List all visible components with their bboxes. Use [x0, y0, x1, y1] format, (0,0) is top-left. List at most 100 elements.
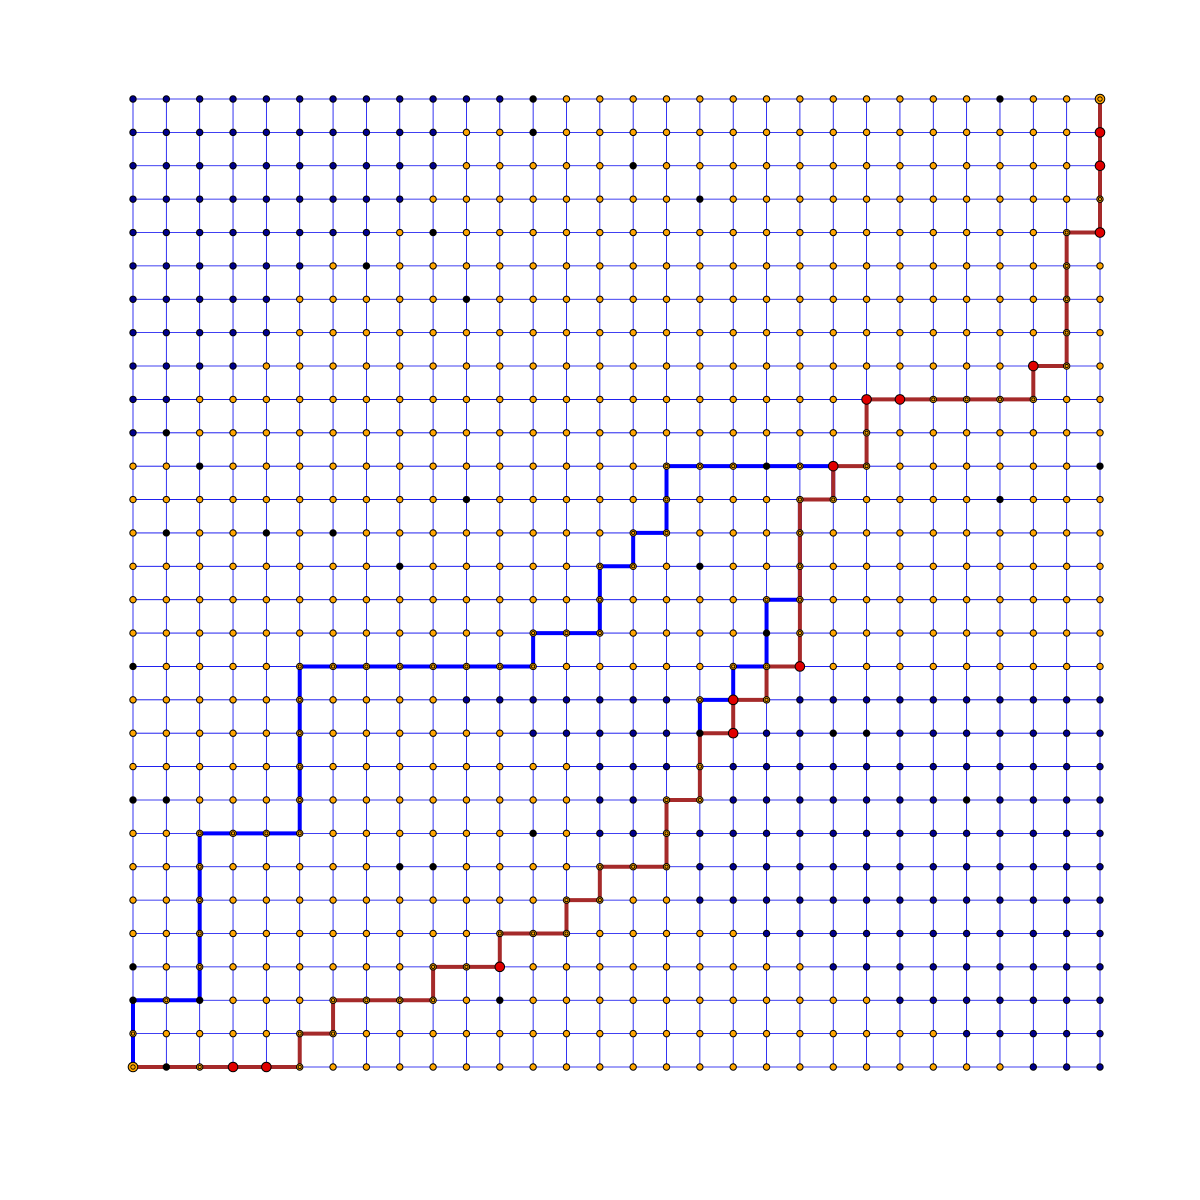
orange-node [162, 929, 171, 938]
blue-node [262, 228, 271, 237]
orange-node [862, 162, 871, 170]
blue-node [129, 328, 137, 337]
orange-node [396, 963, 404, 971]
orange-node [362, 896, 371, 904]
node-inner-ring [130, 1064, 136, 1070]
blue-node [762, 796, 771, 804]
orange-node [496, 829, 504, 838]
blue-node [996, 1029, 1004, 1038]
orange-node [562, 963, 571, 971]
orange-node [762, 295, 771, 303]
black-node [362, 262, 371, 270]
blue-node [896, 829, 904, 838]
orange-node [496, 762, 504, 771]
orange-node [162, 595, 171, 604]
orange-node [762, 529, 771, 537]
orange-node [729, 1029, 737, 1038]
orange-node [162, 696, 171, 704]
orange-node [195, 863, 204, 871]
orange-node [796, 1029, 804, 1038]
blue-node [296, 228, 304, 237]
blue-node [1062, 1029, 1071, 1038]
node-inner-ring [464, 664, 469, 669]
orange-node [496, 562, 504, 571]
black-node [862, 729, 871, 737]
orange-node [629, 128, 637, 137]
orange-node [696, 662, 704, 671]
orange-node [462, 729, 471, 737]
black-node [762, 462, 771, 470]
orange-node [496, 362, 504, 370]
orange-node [996, 228, 1004, 237]
red-path [133, 99, 1102, 1069]
blue-node [1029, 696, 1038, 704]
node-inner-ring [631, 864, 636, 869]
orange-node [862, 595, 871, 604]
orange-node [329, 429, 337, 437]
red-node [1094, 227, 1106, 238]
blue-node [1096, 863, 1104, 871]
orange-node [729, 963, 737, 971]
blue-node [896, 929, 904, 938]
orange-node [329, 662, 337, 671]
orange-node [496, 1063, 504, 1071]
node-inner-ring [597, 597, 602, 602]
blue-node [896, 896, 904, 904]
node-inner-ring [697, 797, 702, 802]
orange-node [162, 829, 171, 838]
node-inner-ring [664, 831, 669, 836]
orange-node [296, 863, 304, 871]
orange-node [1062, 362, 1071, 370]
orange-node [195, 963, 204, 971]
blue-node [296, 95, 304, 103]
orange-node [696, 1029, 704, 1038]
orange-node [862, 1063, 871, 1071]
orange-node [996, 562, 1004, 571]
orange-node [429, 996, 437, 1004]
orange-node [362, 863, 371, 871]
orange-node [596, 896, 604, 904]
orange-node [962, 595, 971, 604]
blue-node [729, 796, 737, 804]
blue-node [1096, 896, 1104, 904]
blue-node [1096, 996, 1104, 1004]
orange-node [129, 595, 137, 604]
orange-node [529, 562, 537, 571]
node-inner-ring [631, 530, 636, 535]
orange-node [1062, 662, 1071, 671]
red-node [894, 394, 906, 405]
blue-node [862, 796, 871, 804]
orange-node [896, 195, 904, 203]
blue-node [762, 929, 771, 938]
node-inner-ring [331, 664, 336, 669]
orange-node [396, 462, 404, 470]
blue-node [262, 195, 271, 203]
orange-node [796, 262, 804, 270]
orange-node [629, 963, 637, 971]
orange-node [562, 929, 571, 938]
orange-node [529, 1029, 537, 1038]
orange-node [996, 595, 1004, 604]
orange-node [229, 1029, 237, 1038]
orange-node [129, 729, 137, 737]
orange-node [829, 1029, 837, 1038]
orange-node [1029, 395, 1038, 404]
blue-node [796, 696, 804, 704]
black-node [529, 829, 537, 838]
orange-node [462, 629, 471, 637]
orange-node [396, 696, 404, 704]
orange-node [729, 629, 737, 637]
orange-node [429, 595, 437, 604]
orange-node [195, 429, 204, 437]
orange-node [562, 295, 571, 303]
orange-node [329, 696, 337, 704]
orange-node [229, 929, 237, 938]
orange-node [562, 829, 571, 838]
node-inner-ring [664, 464, 669, 469]
orange-node [529, 662, 537, 671]
orange-node [829, 562, 837, 571]
node-inner-ring [364, 664, 369, 669]
orange-node [1029, 429, 1038, 437]
orange-node [829, 662, 837, 671]
node-inner-ring [564, 631, 569, 636]
